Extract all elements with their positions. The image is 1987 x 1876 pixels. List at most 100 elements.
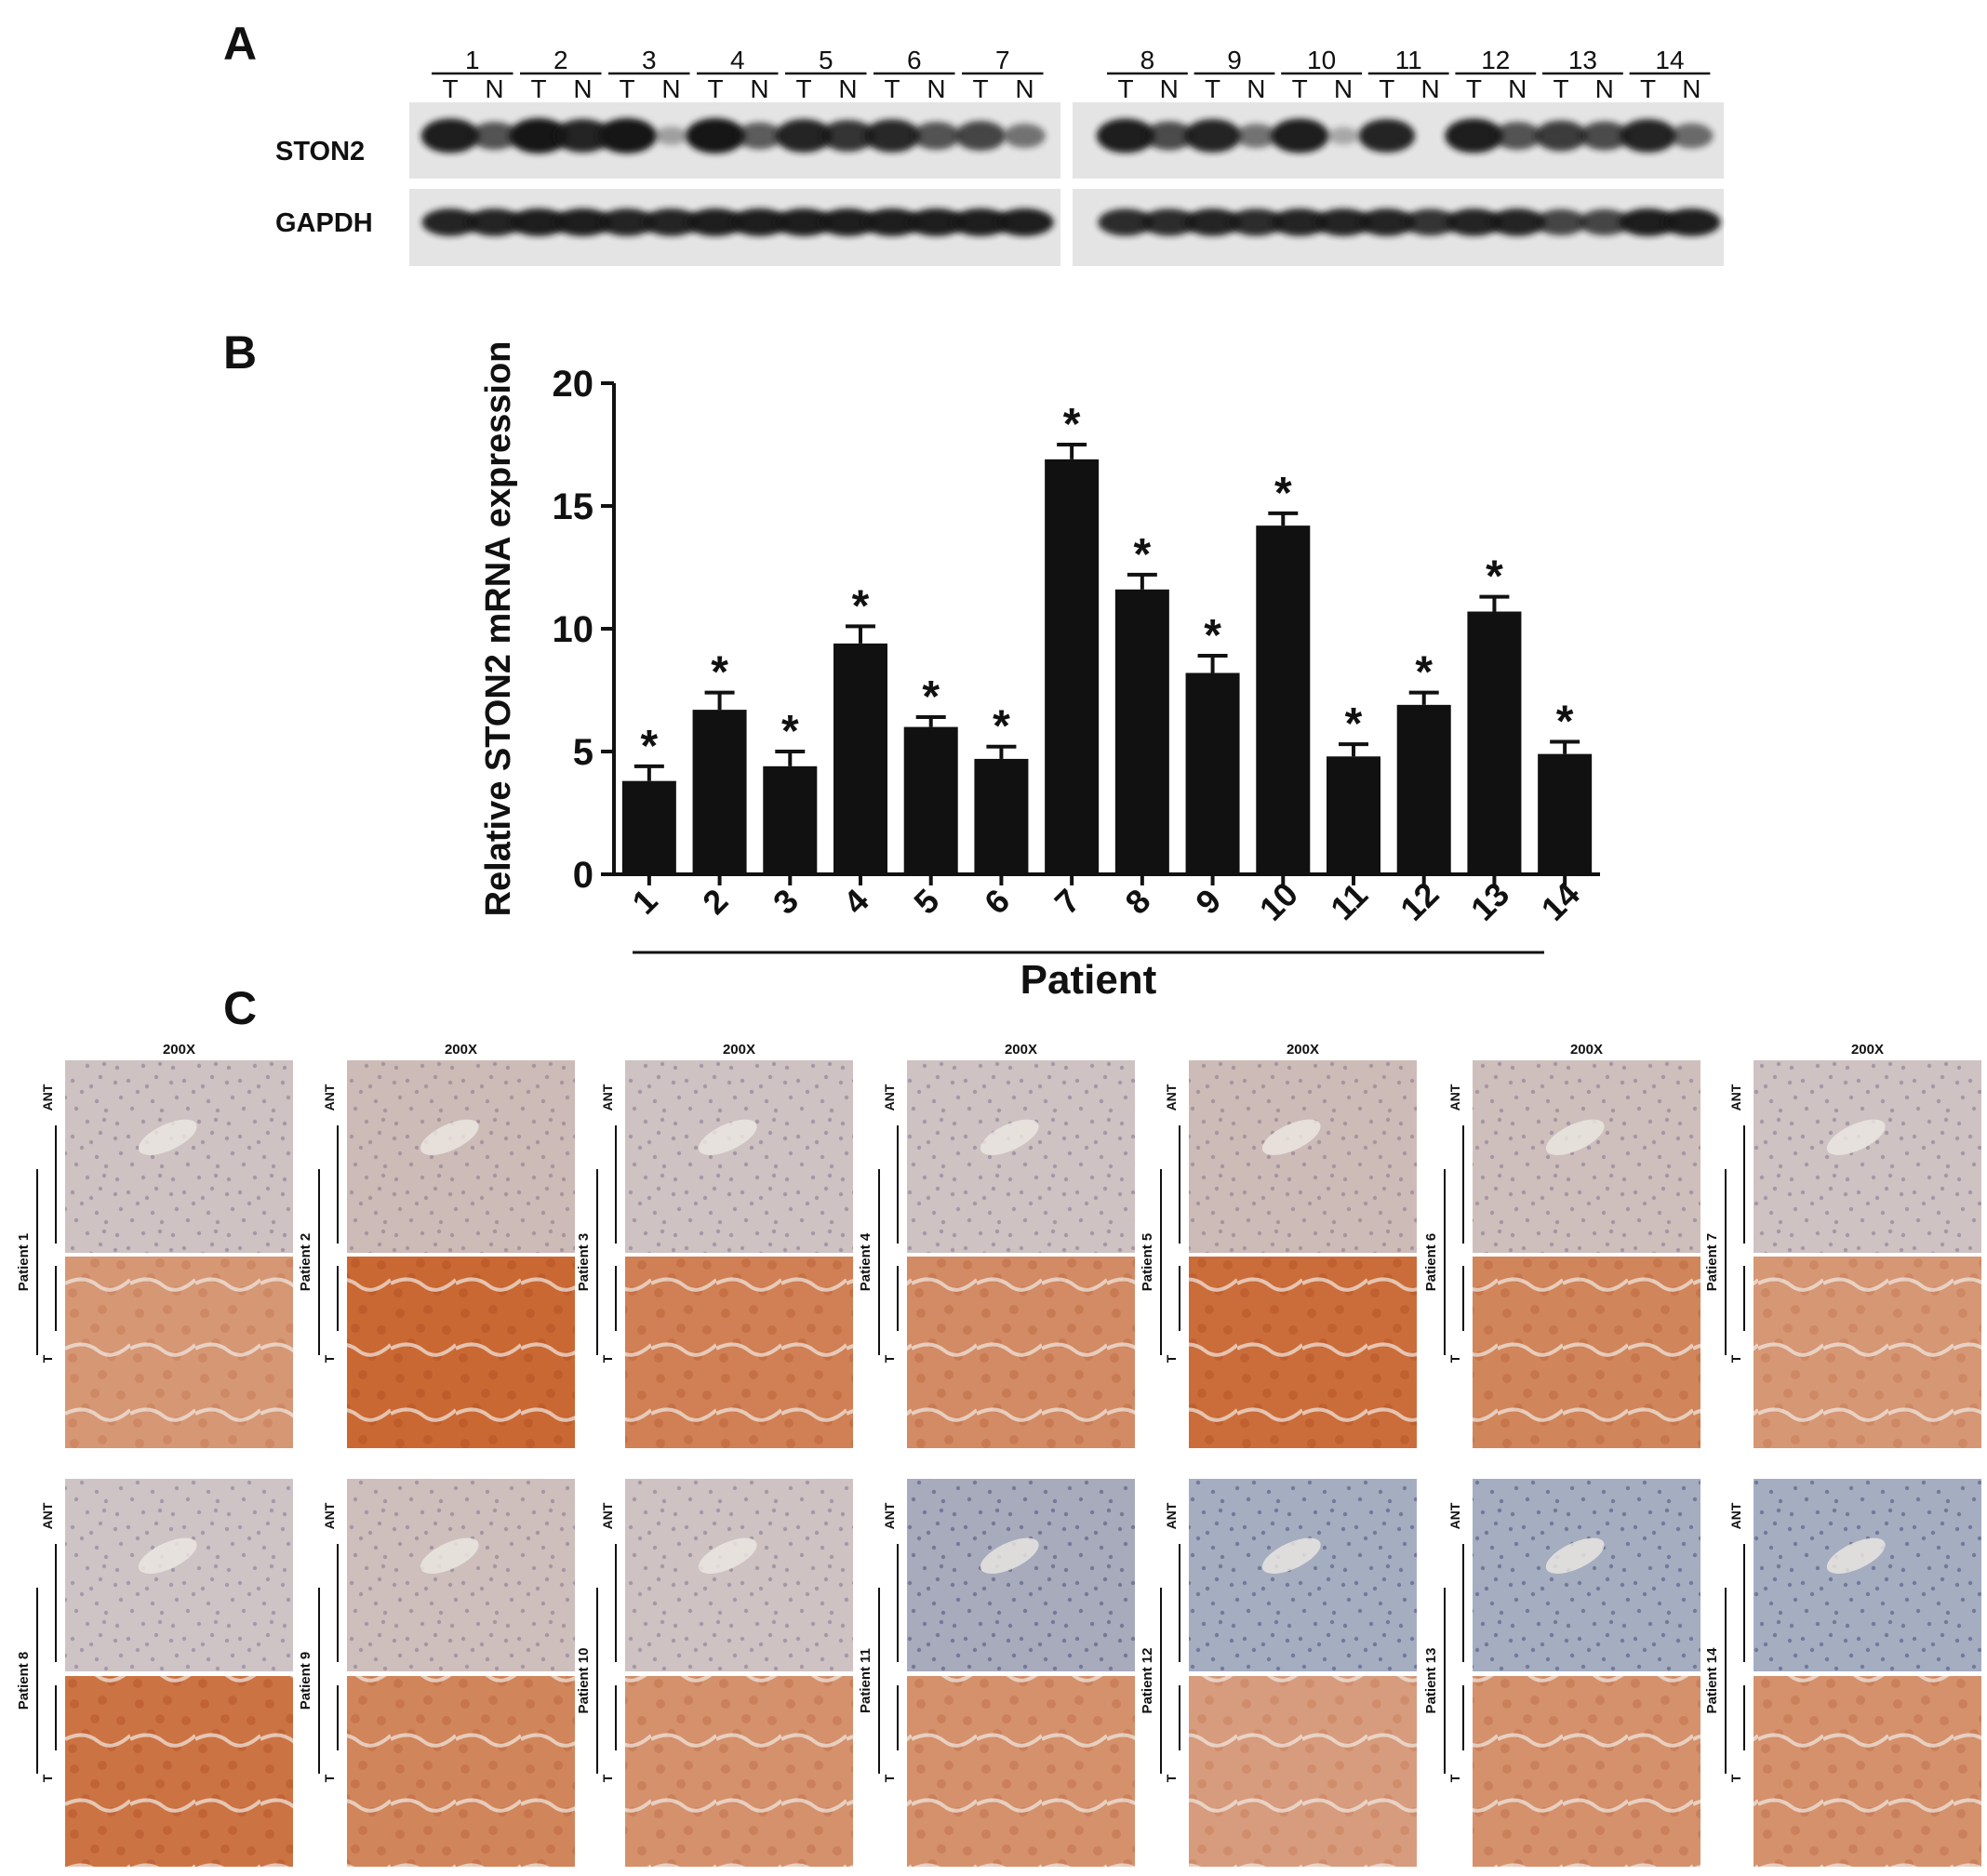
lane-label-t: T [530, 74, 546, 103]
ant-label: ANT [322, 1502, 337, 1529]
ant-label: ANT [1447, 1084, 1462, 1111]
ihc-ant-image [1754, 1479, 1981, 1671]
ant-label: ANT [1164, 1502, 1179, 1529]
patient-number: 3 [642, 46, 657, 74]
lane-label-n: N [1247, 74, 1265, 103]
ihc-ant-stain-overlay [1473, 1479, 1700, 1671]
gapdh-band-t [1098, 208, 1154, 236]
lane-label-t: T [1117, 74, 1133, 103]
image-separator [907, 1253, 1135, 1257]
bar [692, 710, 747, 874]
ihc-ant-image [625, 1479, 853, 1671]
patient-number: 10 [1307, 46, 1336, 74]
patient-number: 6 [907, 46, 922, 74]
ant-label: ANT [600, 1084, 615, 1111]
lane-label-n: N [573, 74, 592, 103]
ston2-band-n [1144, 121, 1194, 151]
patient-label: Patient 11 [858, 1648, 873, 1713]
ihc-ant-stain-overlay [347, 1479, 575, 1671]
gapdh-band-t [509, 208, 568, 236]
ihc-ant-stain-overlay [1189, 1479, 1417, 1671]
ihc-ant-stain-overlay [1754, 1060, 1981, 1253]
patient-label: Patient 5 [1140, 1233, 1155, 1292]
ihc-ant-lumen [980, 1119, 1039, 1155]
ihc-ant-stain-overlay [65, 1479, 293, 1671]
y-tick-label: 15 [553, 486, 594, 527]
t-label: T [1728, 1354, 1743, 1363]
ihc-ant-lumen [1261, 1537, 1321, 1574]
ihc-ant-lumen [698, 1537, 757, 1574]
gapdh-band-n [907, 208, 966, 236]
ston2-band-t [509, 118, 568, 153]
ston2-band-n [912, 122, 961, 150]
ihc-ant-lumen [1545, 1119, 1605, 1155]
patient-number: 14 [1655, 46, 1684, 74]
magnification-label: 200X [1287, 1042, 1319, 1058]
bar [1114, 589, 1169, 874]
t-label: T [600, 1354, 615, 1363]
ston2-band-n [1235, 124, 1277, 148]
image-separator [347, 1253, 575, 1257]
ihc-ant-lumen [1826, 1537, 1886, 1574]
lane-label-n: N [1682, 74, 1700, 103]
t-label: T [40, 1354, 55, 1363]
t-label: T [322, 1354, 337, 1363]
gapdh-band-n [553, 208, 612, 236]
gapdh-band-t [1358, 208, 1416, 236]
patient-number: 1 [465, 46, 480, 74]
lane-label-t: T [1553, 74, 1568, 103]
lane-label-t: T [972, 74, 988, 103]
significance-star: * [1274, 469, 1292, 518]
lane-label-n: N [1595, 74, 1614, 103]
patient-label: Patient 1 [16, 1233, 32, 1292]
gapdh-band-n [466, 208, 523, 236]
ston2-band-n [820, 120, 875, 152]
ston2-band-n [736, 122, 783, 150]
ihc-ant-image [65, 1060, 293, 1253]
patient-label: Patient 14 [1704, 1647, 1720, 1714]
t-label: T [1164, 1774, 1179, 1782]
ston2-band-t [1271, 118, 1329, 153]
image-separator [65, 1253, 293, 1257]
gapdh-band-t [421, 208, 479, 236]
lane-label-t: T [619, 74, 634, 103]
ihc-tumor-image [347, 1257, 575, 1448]
lane-label-n: N [485, 74, 503, 103]
gapdh-band-n [643, 208, 700, 236]
image-separator [347, 1671, 575, 1676]
significance-star: * [711, 648, 728, 698]
x-axis-label: Patient [1020, 957, 1157, 1003]
image-separator [1473, 1253, 1700, 1257]
patient-label: Patient 6 [1423, 1233, 1439, 1292]
ant-label: ANT [882, 1084, 897, 1111]
t-label: T [40, 1774, 55, 1782]
y-tick-label: 20 [553, 364, 594, 405]
ihc-tumor-image [1473, 1676, 1700, 1867]
ant-label: ANT [1447, 1502, 1462, 1529]
ihc-ant-lumen [420, 1119, 479, 1155]
significance-star: * [781, 707, 799, 756]
ihc-tumor-image [1189, 1676, 1417, 1867]
patient-number: 8 [1140, 46, 1155, 74]
ihc-ant-stain-overlay [907, 1060, 1135, 1253]
significance-star: * [1063, 400, 1081, 449]
ston2-band-n [1493, 122, 1541, 150]
gapdh-band-t [598, 208, 656, 236]
t-label: T [1728, 1774, 1743, 1782]
ihc-ant-stain-overlay [625, 1479, 853, 1671]
panel-a-letter: A [223, 18, 258, 70]
image-separator [907, 1671, 1135, 1676]
gapdh-band-t [774, 208, 833, 236]
gapdh-band-n [1579, 208, 1631, 236]
ihc-tumor-image [907, 1676, 1135, 1867]
ant-label: ANT [1164, 1084, 1179, 1111]
ihc-tumor-image [625, 1257, 853, 1448]
t-label: T [322, 1774, 337, 1782]
ston2-band-t [1535, 120, 1587, 152]
bar [1185, 672, 1240, 874]
ston2-band-t [686, 118, 745, 153]
ihc-tumor-image [1473, 1257, 1700, 1448]
ihc-ant-image [347, 1479, 575, 1671]
ant-label: ANT [882, 1502, 897, 1529]
